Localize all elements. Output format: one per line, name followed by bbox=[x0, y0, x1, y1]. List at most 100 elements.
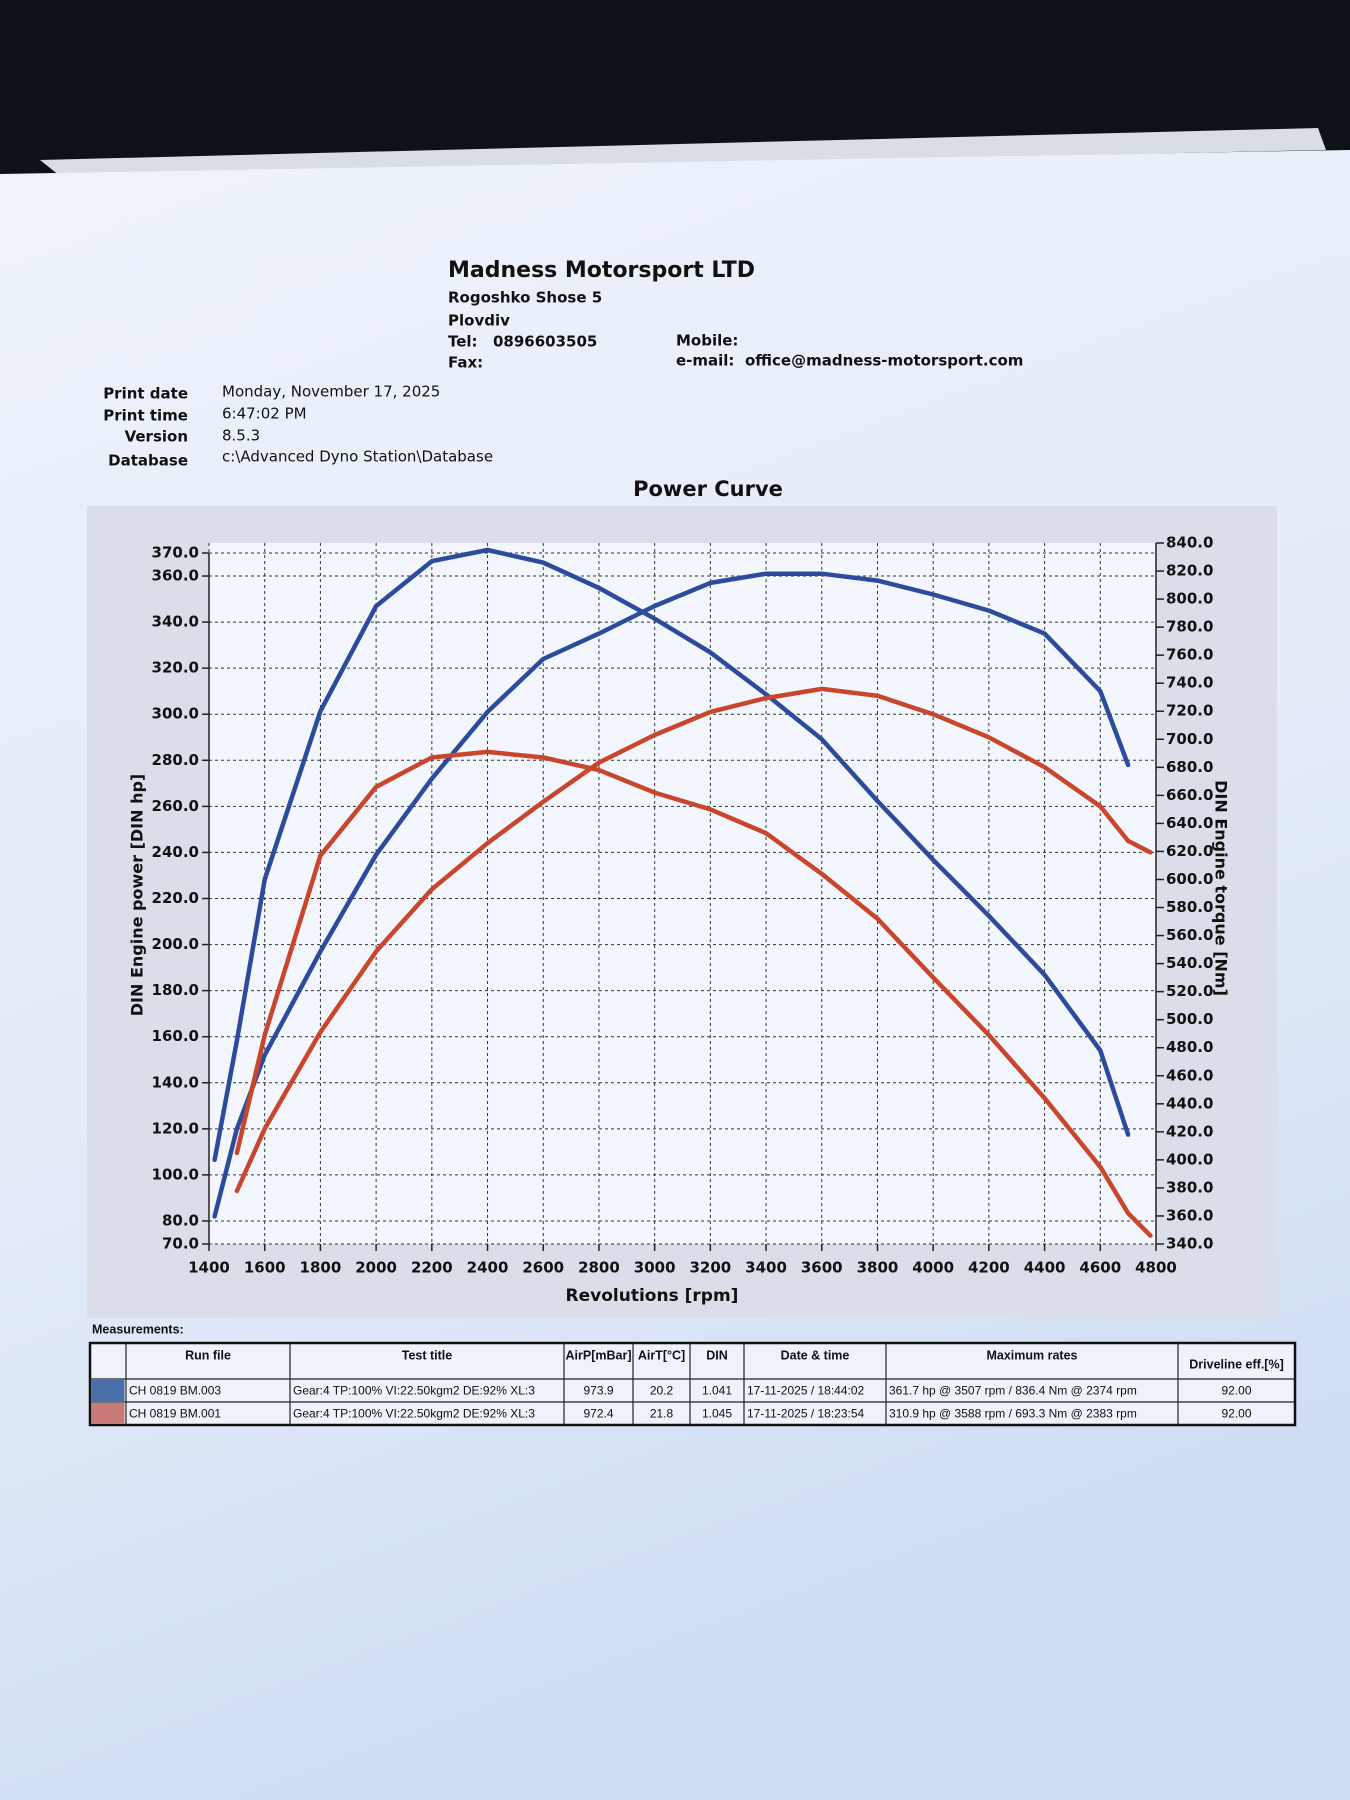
info-value: Monday, November 17, 2025 bbox=[222, 383, 440, 401]
info-label: Database bbox=[108, 452, 188, 470]
info-label: Print time bbox=[103, 407, 188, 425]
x-tick-label: 2200 bbox=[411, 1259, 453, 1277]
table-cell: 21.8 bbox=[650, 1407, 674, 1421]
y-tick-label: 70.0 bbox=[162, 1235, 199, 1253]
email: office@madness-motorsport.com bbox=[745, 352, 1023, 370]
x-tick-label: 3200 bbox=[689, 1259, 731, 1277]
table-cell: 17-11-2025 / 18:23:54 bbox=[747, 1407, 865, 1421]
y2-tick-label: 600.0 bbox=[1166, 870, 1213, 888]
y-tick-label: 260.0 bbox=[152, 797, 199, 815]
x-tick-label: 3400 bbox=[745, 1259, 787, 1277]
tel-label: Tel: bbox=[448, 333, 478, 351]
column-header: Test title bbox=[402, 1348, 453, 1362]
table-cell: CH 0819 BM.003 bbox=[129, 1384, 221, 1398]
email-label: e-mail: bbox=[676, 352, 734, 370]
company-name: Madness Motorsport LTD bbox=[448, 258, 755, 283]
table-cell: 20.2 bbox=[650, 1384, 674, 1398]
info-value: 8.5.3 bbox=[222, 427, 260, 445]
y2-tick-label: 520.0 bbox=[1166, 982, 1213, 1000]
chart-title: Power Curve bbox=[633, 477, 783, 501]
y2-tick-label: 400.0 bbox=[1166, 1150, 1213, 1168]
paper-stack bbox=[40, 128, 1326, 176]
y-tick-label: 360.0 bbox=[152, 567, 199, 585]
y2-tick-label: 420.0 bbox=[1166, 1122, 1213, 1140]
y2-tick-label: 540.0 bbox=[1166, 954, 1213, 972]
measurements-title: Measurements: bbox=[92, 1322, 184, 1336]
y-tick-label: 280.0 bbox=[152, 751, 199, 769]
x-tick-label: 3800 bbox=[857, 1259, 899, 1277]
x-tick-label: 2600 bbox=[522, 1259, 564, 1277]
y2-tick-label: 820.0 bbox=[1166, 562, 1213, 580]
y2-tick-label: 720.0 bbox=[1166, 702, 1213, 720]
table-cell: 361.7 hp @ 3507 rpm / 836.4 Nm @ 2374 rp… bbox=[889, 1384, 1137, 1398]
x-tick-label: 4600 bbox=[1079, 1259, 1121, 1277]
x-tick-label: 3000 bbox=[634, 1259, 676, 1277]
address-line: Plovdiv bbox=[448, 312, 510, 330]
y-tick-label: 160.0 bbox=[152, 1027, 199, 1045]
column-header: Date & time bbox=[781, 1348, 850, 1362]
info-label: Print date bbox=[103, 385, 188, 403]
column-header: Maximum rates bbox=[986, 1348, 1077, 1362]
y-tick-label: 220.0 bbox=[152, 889, 199, 907]
x-tick-label: 2400 bbox=[467, 1259, 509, 1277]
x-tick-label: 1600 bbox=[244, 1259, 286, 1277]
table-cell: 973.9 bbox=[583, 1384, 613, 1398]
y2-tick-label: 680.0 bbox=[1166, 758, 1213, 776]
y2-tick-label: 500.0 bbox=[1166, 1010, 1213, 1028]
y2-tick-label: 340.0 bbox=[1166, 1235, 1213, 1253]
column-header: Driveline eff.[%] bbox=[1189, 1357, 1283, 1371]
y2-tick-label: 840.0 bbox=[1166, 534, 1213, 552]
run-swatch bbox=[91, 1403, 125, 1424]
y2-tick-label: 440.0 bbox=[1166, 1094, 1213, 1112]
y-tick-label: 100.0 bbox=[152, 1165, 199, 1183]
y-tick-label: 120.0 bbox=[152, 1119, 199, 1137]
y-tick-label: 370.0 bbox=[152, 544, 199, 562]
y2-tick-label: 380.0 bbox=[1166, 1178, 1213, 1196]
x-tick-label: 2800 bbox=[578, 1259, 620, 1277]
y-tick-label: 240.0 bbox=[152, 843, 199, 861]
torque-curve bbox=[212, 547, 1131, 1163]
x-tick-label: 1400 bbox=[188, 1259, 230, 1277]
y-tick-label: 200.0 bbox=[152, 935, 199, 953]
y2-tick-label: 660.0 bbox=[1166, 786, 1213, 804]
y-tick-label: 140.0 bbox=[152, 1073, 199, 1091]
x-axis-label: Revolutions [rpm] bbox=[566, 1286, 739, 1306]
column-header: AirP[mBar] bbox=[566, 1348, 632, 1362]
y2-tick-label: 800.0 bbox=[1166, 590, 1213, 608]
y-axis-label: DIN Engine power [DIN hp] bbox=[128, 774, 147, 1016]
table-cell: 310.9 hp @ 3588 rpm / 693.3 Nm @ 2383 rp… bbox=[889, 1407, 1137, 1421]
x-tick-label: 4400 bbox=[1024, 1259, 1066, 1277]
y2-tick-label: 360.0 bbox=[1166, 1206, 1213, 1224]
table-cell: 1.045 bbox=[702, 1407, 732, 1421]
y2-tick-label: 700.0 bbox=[1166, 730, 1213, 748]
table-cell: 17-11-2025 / 18:44:02 bbox=[747, 1384, 865, 1398]
y2-tick-label: 780.0 bbox=[1166, 618, 1213, 636]
table-cell: Gear:4 TP:100% VI:22.50kgm2 DE:92% XL:3 bbox=[293, 1407, 535, 1421]
x-tick-label: 1800 bbox=[300, 1259, 342, 1277]
tel: 0896603505 bbox=[493, 333, 597, 351]
column-header: AirT[°C] bbox=[638, 1348, 685, 1362]
x-tick-label: 4800 bbox=[1135, 1259, 1177, 1277]
power-curve bbox=[234, 686, 1153, 1194]
table-cell: 972.4 bbox=[583, 1407, 613, 1421]
y-tick-label: 320.0 bbox=[152, 659, 199, 677]
y2-tick-label: 480.0 bbox=[1166, 1038, 1213, 1056]
torque-curve bbox=[234, 749, 1153, 1238]
plot-area bbox=[209, 543, 1156, 1244]
y2-tick-label: 740.0 bbox=[1166, 674, 1213, 692]
power-curve bbox=[212, 571, 1131, 1219]
y-tick-label: 80.0 bbox=[162, 1211, 199, 1229]
table-frame bbox=[88, 1341, 1297, 1427]
info-value: 6:47:02 PM bbox=[222, 405, 307, 423]
table-cell: CH 0819 BM.001 bbox=[129, 1407, 221, 1421]
table-cell: 92.00 bbox=[1221, 1384, 1251, 1398]
column-header: DIN bbox=[706, 1348, 728, 1362]
y-tick-label: 180.0 bbox=[152, 981, 199, 999]
y2-tick-label: 640.0 bbox=[1166, 814, 1213, 832]
info-label: Version bbox=[125, 428, 188, 446]
y2-tick-label: 580.0 bbox=[1166, 898, 1213, 916]
y2-tick-label: 620.0 bbox=[1166, 842, 1213, 860]
table-cell: 1.041 bbox=[702, 1384, 732, 1398]
